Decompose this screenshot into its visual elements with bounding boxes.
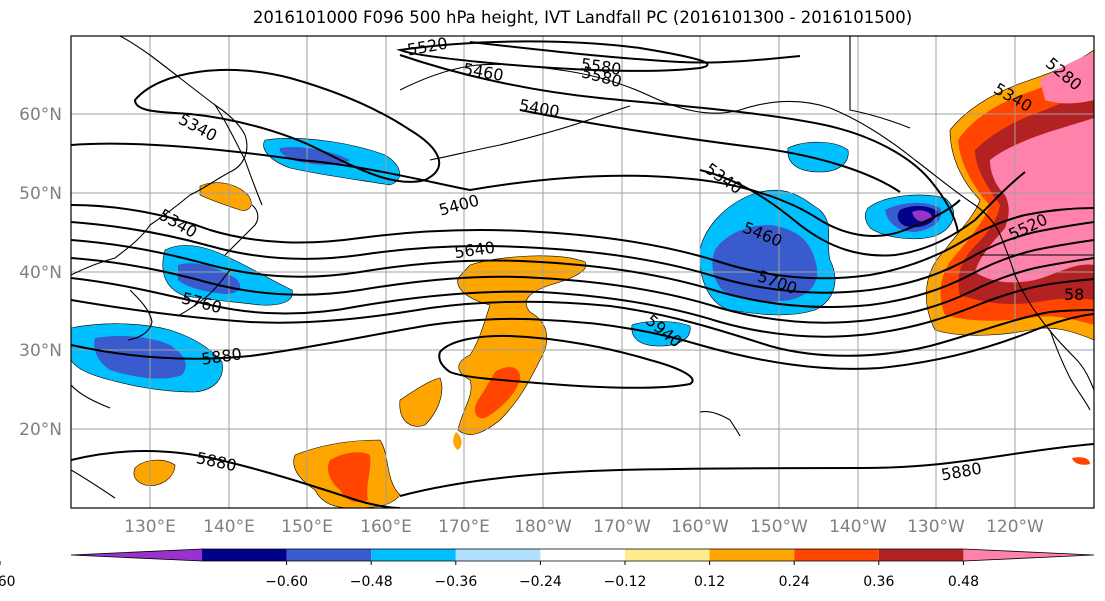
colorbar-segment	[202, 549, 287, 561]
coast-hawaii	[699, 410, 741, 437]
colorbar-tick-label: −0.36	[434, 574, 477, 590]
contour-5520	[71, 204, 1094, 280]
contour-5580-north	[469, 41, 801, 64]
contour-5580	[71, 221, 1094, 294]
lon-label: 120°W	[986, 517, 1044, 537]
lon-label: 160°W	[671, 517, 729, 537]
contour-5640	[71, 239, 1094, 309]
colorbar-segment	[878, 549, 964, 561]
lon-label: 170°E	[438, 517, 490, 537]
colorbar-segment	[625, 549, 710, 561]
lat-label: 20°N	[19, 420, 62, 440]
map-title: 2016101000 F096 500 hPa height, IVT Land…	[252, 8, 913, 27]
colorbar-extend-min	[71, 549, 202, 561]
contour-5400-1	[71, 142, 961, 237]
coast-baja	[1049, 329, 1091, 411]
lon-label: 170°W	[593, 517, 651, 537]
colorbar-extend-max	[963, 549, 1094, 561]
ivt-negative-regions	[71, 138, 954, 393]
colorbar-tick-label: 0.24	[779, 574, 810, 590]
contour-5820	[71, 299, 1094, 357]
contour-label: 58	[1064, 285, 1084, 304]
coast-aleutians	[429, 105, 631, 161]
lon-label: 160°E	[360, 517, 412, 537]
colorbar-segment	[455, 549, 541, 561]
lon-label: 150°W	[750, 517, 808, 537]
colorbar-outline	[70, 548, 1095, 562]
contour-5880-north	[71, 313, 1094, 370]
gridlines	[71, 36, 1094, 508]
plot-frame	[70, 35, 1095, 509]
colorbar-tick-label: 0.48	[948, 574, 979, 590]
latitude-labels: 60°N 50°N 40°N 30°N 20°N	[19, 105, 62, 440]
colorbar-segment	[371, 549, 456, 561]
contour-5940	[438, 334, 694, 389]
colorbar-tick-label: −0.48	[350, 574, 393, 590]
colorbar-tick-label: 0.12	[694, 574, 725, 590]
contour-5700	[71, 257, 1094, 324]
lon-label: 150°E	[281, 517, 333, 537]
contour-5400-2	[519, 109, 901, 193]
lon-label: 140°W	[829, 517, 887, 537]
colorbar-segments	[70, 548, 1095, 562]
coast-asia	[71, 36, 248, 276]
colorbar: −0.60 −0.48 −0.36 −0.24 −0.12 0.12 0.24 0.36 0.4…	[0, 548, 1095, 590]
contour-label: 5520	[406, 34, 449, 60]
lat-label: 50°N	[19, 184, 62, 204]
colorbar-tick-label: −0.24	[519, 574, 562, 590]
colorbar-segment	[709, 549, 795, 561]
lat-label: 60°N	[19, 105, 62, 125]
coast-japan	[177, 204, 259, 317]
lon-label: 180°W	[514, 517, 572, 537]
lat-label: 30°N	[19, 341, 62, 361]
longitude-labels: 130°E 140°E 150°E 160°E 170°E 180°W 170°…	[124, 517, 1044, 537]
lat-label: 40°N	[19, 263, 62, 283]
lon-label: 140°E	[203, 517, 255, 537]
contour-5280	[396, 40, 709, 72]
contour-5340-east	[699, 169, 1026, 257]
contour-5880-south	[71, 443, 1094, 508]
colorbar-segment	[540, 549, 625, 561]
colorbar-tick-label: −0.12	[604, 574, 647, 590]
colorbar-tick-label: 0.60	[0, 574, 16, 590]
contour-5760	[71, 277, 1094, 338]
map-plot-area: 5340 5460 5400 5580 5520 5340 5400 5340 …	[71, 34, 1094, 508]
lon-label: 130°E	[124, 517, 176, 537]
contour-5340-west	[133, 68, 441, 183]
colorbar-segment	[794, 549, 879, 561]
colorbar-ticks: −0.60 −0.48 −0.36 −0.24 −0.12 0.12 0.24 0.36 0.4…	[0, 561, 979, 590]
contour-5460-1	[399, 54, 959, 233]
coast-north-america-west	[997, 229, 1094, 391]
colorbar-tick-label: 0.36	[863, 574, 894, 590]
colorbar-tick-label: −0.60	[265, 574, 308, 590]
border-alaska-canada	[849, 36, 911, 129]
height-contours	[71, 40, 1094, 508]
coast-korea-china	[71, 289, 153, 499]
lon-label: 130°W	[907, 517, 965, 537]
ivt-positive-regions	[133, 49, 1094, 508]
colorbar-segment	[286, 549, 372, 561]
